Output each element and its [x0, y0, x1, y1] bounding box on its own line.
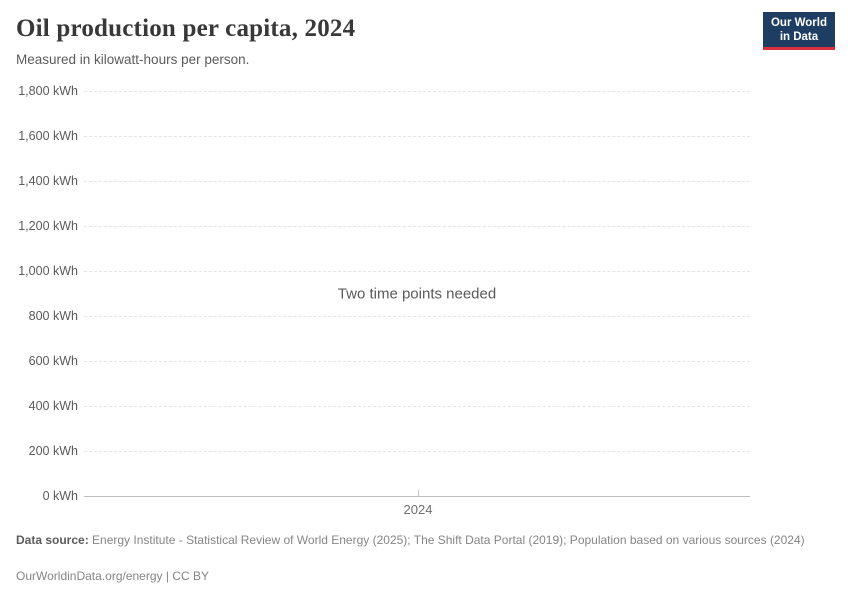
owid-logo-line2: in Data	[779, 31, 819, 44]
empty-state-message: Two time points needed	[337, 285, 497, 303]
y-axis-tick-label: 800 kWh	[28, 309, 78, 323]
chart-title: Oil production per capita, 2024	[16, 15, 356, 42]
y-axis-tick-label: 400 kWh	[28, 399, 78, 413]
x-axis-tick-label: 2024	[403, 502, 433, 517]
owid-logo-line1: Our World	[770, 17, 827, 29]
y-axis-tick-label: 200 kWh	[28, 444, 78, 458]
gridline	[84, 271, 750, 272]
gridline	[84, 361, 750, 362]
y-axis-tick-label: 0 kWh	[42, 489, 78, 503]
gridline	[84, 181, 750, 182]
y-axis-tick-label: 1,200 kWh	[18, 219, 78, 233]
gridline	[84, 226, 750, 227]
data-source-text: Energy Institute - Statistical Review of…	[88, 533, 805, 547]
gridline	[84, 91, 750, 92]
y-axis-tick-label: 1,400 kWh	[18, 174, 78, 188]
y-axis-tick-label: 600 kWh	[28, 354, 78, 368]
gridline	[84, 406, 750, 407]
y-axis-tick-label: 1,800 kWh	[18, 84, 78, 98]
chart-subtitle: Measured in kilowatt-hours per person.	[16, 52, 250, 67]
owid-logo[interactable]: Our World in Data	[762, 12, 835, 51]
y-axis-tick-label: 1,600 kWh	[18, 129, 78, 143]
license-note[interactable]: OurWorldinData.org/energy | CC BY	[16, 569, 209, 583]
y-axis-tick-label: 1,000 kWh	[18, 264, 78, 278]
data-source-label: Data source:	[16, 533, 89, 547]
gridline	[84, 136, 750, 137]
gridline	[84, 316, 750, 317]
data-source-note: Data source: Energy Institute - Statisti…	[16, 533, 832, 548]
x-axis-tick-mark	[418, 490, 419, 496]
x-axis-line	[84, 496, 750, 497]
gridline	[84, 451, 750, 452]
